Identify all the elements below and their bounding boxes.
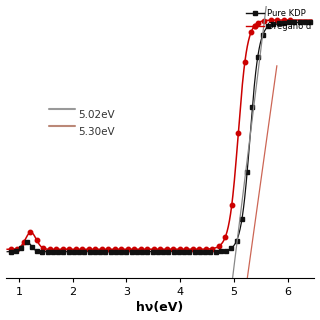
Legend: Pure KDP, Oregano d: Pure KDP, Oregano d [244,7,313,33]
Text: 5.30eV: 5.30eV [78,127,115,137]
X-axis label: hν(eV): hν(eV) [136,301,184,315]
Text: 5.02eV: 5.02eV [78,110,115,120]
